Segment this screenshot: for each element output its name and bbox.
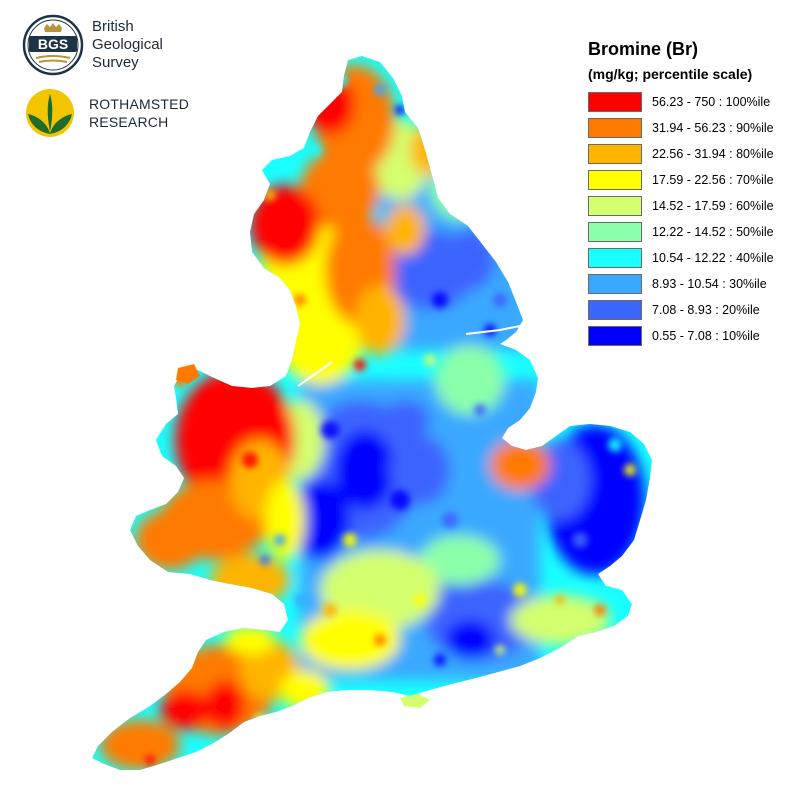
- bgs-logo: BGS British Geological Survey: [22, 14, 222, 80]
- bgs-line-2: Geological: [92, 36, 163, 53]
- legend-label: 14.52 - 17.59 : 60%ile: [652, 199, 774, 213]
- bgs-line-1: British: [92, 18, 134, 35]
- legend-item: 17.59 - 22.56 : 70%ile: [588, 167, 793, 193]
- legend-item: 22.56 - 31.94 : 80%ile: [588, 141, 793, 167]
- legend-label: 56.23 - 750 : 100%ile: [652, 95, 771, 109]
- rothamsted-logo: ROTHAMSTED RESEARCH: [22, 86, 222, 138]
- legend-label: 0.55 - 7.08 : 10%ile: [652, 329, 760, 343]
- rothamsted-line-1: ROTHAMSTED: [89, 96, 189, 112]
- legend-items: 56.23 - 750 : 100%ile 31.94 - 56.23 : 90%…: [588, 89, 793, 349]
- bgs-wordmark: British Geological Survey: [92, 18, 163, 72]
- legend-swatch: [588, 170, 642, 190]
- legend-item: 7.08 - 8.93 : 20%ile: [588, 297, 793, 323]
- legend-item: 10.54 - 12.22 : 40%ile: [588, 245, 793, 271]
- rothamsted-wordmark: ROTHAMSTED RESEARCH: [89, 95, 189, 131]
- legend-swatch: [588, 300, 642, 320]
- legend-label: 10.54 - 12.22 : 40%ile: [652, 251, 774, 265]
- legend-label: 22.56 - 31.94 : 80%ile: [652, 147, 774, 161]
- legend-swatch: [588, 222, 642, 242]
- bgs-seal-text: BGS: [38, 36, 68, 52]
- legend-swatch: [588, 326, 642, 346]
- legend-swatch: [588, 196, 642, 216]
- legend-swatch: [588, 92, 642, 112]
- legend-label: 12.22 - 14.52 : 50%ile: [652, 225, 774, 239]
- legend-item: 0.55 - 7.08 : 10%ile: [588, 323, 793, 349]
- legend-label: 31.94 - 56.23 : 90%ile: [652, 121, 774, 135]
- legend-item: 56.23 - 750 : 100%ile: [588, 89, 793, 115]
- legend-item: 14.52 - 17.59 : 60%ile: [588, 193, 793, 219]
- legend-label: 7.08 - 8.93 : 20%ile: [652, 303, 760, 317]
- rothamsted-line-2: RESEARCH: [89, 114, 169, 130]
- bgs-line-3: Survey: [92, 54, 139, 71]
- legend-subtitle: (mg/kg; percentile scale): [588, 66, 753, 82]
- legend-item: 12.22 - 14.52 : 50%ile: [588, 219, 793, 245]
- legend-item: 8.93 - 10.54 : 30%ile: [588, 271, 793, 297]
- legend-swatch: [588, 144, 642, 164]
- legend-swatch: [588, 118, 642, 138]
- legend-swatch: [588, 248, 642, 268]
- legend-label: 17.59 - 22.56 : 70%ile: [652, 173, 774, 187]
- legend-item: 31.94 - 56.23 : 90%ile: [588, 115, 793, 141]
- rothamsted-leaf-icon: [26, 89, 74, 137]
- legend-label: 8.93 - 10.54 : 30%ile: [652, 277, 767, 291]
- legend-title: Bromine (Br): [588, 39, 699, 59]
- legend-swatch: [588, 274, 642, 294]
- map-legend: Bromine (Br) (mg/kg; percentile scale) 5…: [588, 38, 793, 349]
- bgs-seal-icon: BGS: [22, 14, 84, 76]
